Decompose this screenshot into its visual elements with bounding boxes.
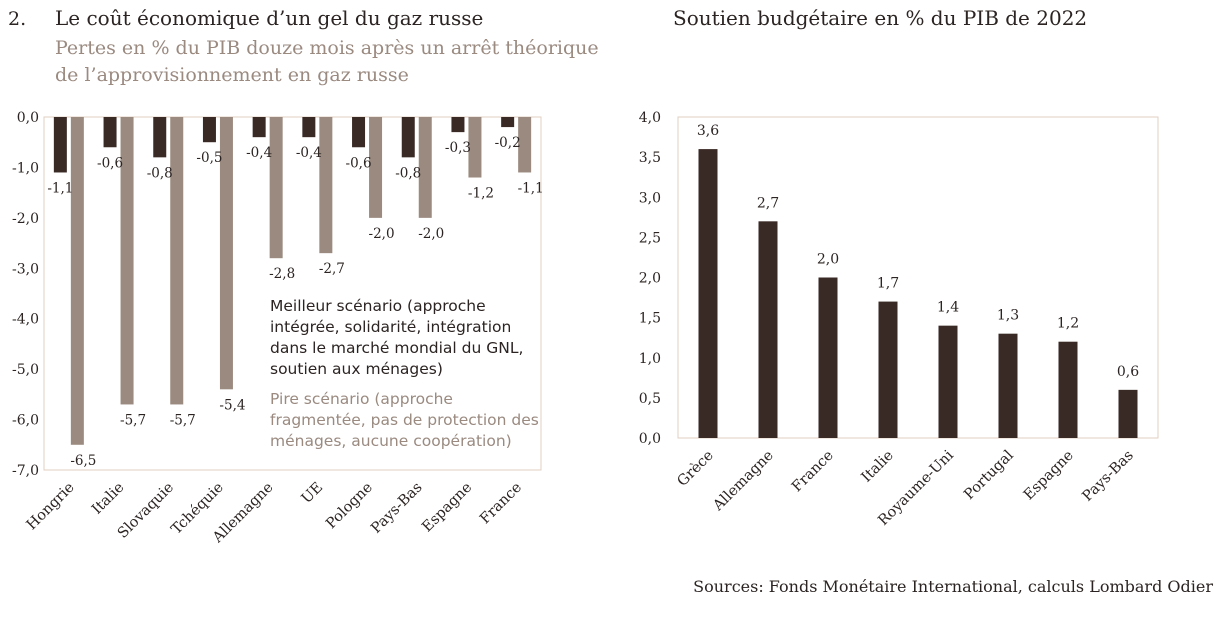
left-x-tick-label: France — [477, 480, 525, 528]
left-x-tick-label: UE — [299, 480, 326, 507]
data-label-worst: -2,7 — [319, 261, 345, 277]
left-chart-title: Le coût économique d’un gel du gaz russe — [55, 6, 484, 30]
data-label-best: -0,5 — [196, 150, 222, 166]
data-label-worst: -1,1 — [518, 180, 544, 196]
left-x-tick-label: Espagne — [419, 480, 475, 536]
data-label-best: -0,2 — [495, 135, 521, 151]
bar-fiscal-support — [878, 301, 898, 438]
right-y-tick-label: 0,5 — [639, 391, 661, 407]
data-label-best: -0,8 — [395, 165, 421, 181]
bar-best-scenario — [202, 117, 216, 143]
data-label-worst: -2,0 — [418, 226, 444, 242]
left-y-tick-label: -6,0 — [12, 413, 39, 429]
bar-fiscal-support — [938, 325, 958, 438]
right-x-tick-label: Italie — [859, 448, 897, 486]
bar-best-scenario — [302, 117, 316, 138]
bar-fiscal-support — [758, 221, 778, 438]
data-label-worst: -5,7 — [170, 412, 196, 428]
data-label-worst: -5,4 — [219, 397, 245, 413]
data-label-fiscal: 3,6 — [697, 123, 719, 139]
left-plot-frame — [43, 116, 542, 471]
bar-best-scenario — [451, 117, 465, 133]
right-plot-frame — [677, 116, 1159, 439]
data-label-fiscal: 1,3 — [997, 308, 1019, 324]
data-label-worst: -2,8 — [269, 266, 295, 282]
right-y-tick-label: 3,0 — [639, 190, 661, 206]
data-label-best: -0,6 — [346, 155, 372, 171]
data-label-worst: -6,5 — [70, 453, 96, 469]
left-y-tick-label: -4,0 — [12, 312, 39, 328]
data-label-worst: -5,7 — [120, 412, 146, 428]
bar-best-scenario — [252, 117, 266, 138]
sources-note: Sources: Fonds Monétaire International, … — [693, 577, 1213, 596]
right-x-tick-label: Grèce — [675, 448, 717, 490]
data-label-best: -0,8 — [147, 165, 173, 181]
data-label-best: -0,6 — [97, 155, 123, 171]
left-x-tick-label: Pologne — [323, 480, 376, 533]
right-y-tick-label: 3,5 — [639, 150, 661, 166]
bar-best-scenario — [103, 117, 117, 148]
right-y-tick-label: 0,0 — [639, 431, 661, 447]
bar-best-scenario — [153, 117, 167, 158]
right-x-tick-label: Allemagne — [710, 448, 777, 515]
left-y-tick-label: -5,0 — [12, 362, 39, 378]
data-label-best: -0,3 — [445, 140, 471, 156]
data-label-fiscal: 1,7 — [877, 276, 899, 292]
right-x-tick-label: Espagne — [1021, 448, 1077, 504]
data-label-fiscal: 0,6 — [1117, 364, 1139, 380]
bar-fiscal-support — [998, 333, 1018, 438]
right-y-tick-label: 1,0 — [639, 351, 661, 367]
left-y-tick-label: -2,0 — [12, 211, 39, 227]
right-x-tick-label: France — [789, 448, 837, 496]
bar-worst-scenario — [468, 117, 482, 178]
bar-worst-scenario — [269, 117, 283, 259]
right-chart-title: Soutien budgétaire en % du PIB de 2022 — [673, 6, 1088, 30]
data-label-fiscal: 2,0 — [817, 252, 839, 268]
data-label-worst: -1,2 — [468, 186, 494, 202]
left-y-tick-label: 0,0 — [17, 110, 39, 126]
data-label-fiscal: 1,4 — [937, 300, 959, 316]
data-label-fiscal: 2,7 — [757, 195, 779, 211]
data-label-fiscal: 1,2 — [1057, 316, 1079, 332]
left-y-tick-label: -7,0 — [12, 463, 39, 479]
legend-best-scenario: Meilleur scénario (approche intégrée, so… — [270, 297, 524, 378]
right-y-tick-label: 4,0 — [639, 110, 661, 126]
bar-fiscal-support — [1058, 341, 1078, 438]
bar-worst-scenario — [369, 117, 383, 218]
data-label-best: -0,4 — [246, 145, 272, 161]
data-label-best: -1,1 — [47, 180, 73, 196]
bar-fiscal-support — [698, 149, 718, 438]
right-x-tick-label: Pays-Bas — [1080, 448, 1137, 505]
data-label-best: -0,4 — [296, 145, 322, 161]
left-y-tick-label: -1,0 — [12, 160, 39, 176]
bar-best-scenario — [53, 117, 67, 173]
data-label-worst: -2,0 — [369, 226, 395, 242]
bar-best-scenario — [501, 117, 515, 128]
bar-worst-scenario — [170, 117, 184, 405]
bar-worst-scenario — [319, 117, 333, 254]
bar-fiscal-support — [818, 277, 838, 438]
left-chart-subtitle: Pertes en % du PIB douze mois après un a… — [55, 37, 599, 86]
right-y-tick-label: 2,5 — [639, 230, 661, 246]
left-x-tick-label: Hongrie — [24, 480, 78, 534]
right-y-tick-label: 2,0 — [639, 271, 661, 287]
bar-best-scenario — [352, 117, 366, 148]
bar-fiscal-support — [1118, 389, 1138, 438]
bar-worst-scenario — [518, 117, 532, 173]
right-y-tick-label: 1,5 — [639, 311, 661, 327]
bar-best-scenario — [401, 117, 415, 158]
bar-worst-scenario — [70, 117, 84, 445]
right-x-tick-label: Portugal — [961, 447, 1017, 503]
bar-worst-scenario — [219, 117, 233, 390]
left-x-tick-label: Italie — [89, 480, 127, 518]
figure-number: 2. — [8, 8, 27, 30]
legend-worst-scenario: Pire scénario (approche fragmentée, pas … — [270, 390, 539, 450]
left-y-tick-label: -3,0 — [12, 261, 39, 277]
bar-worst-scenario — [120, 117, 134, 405]
bar-worst-scenario — [418, 117, 432, 218]
left-x-tick-label: Pays-Bas — [368, 480, 425, 537]
